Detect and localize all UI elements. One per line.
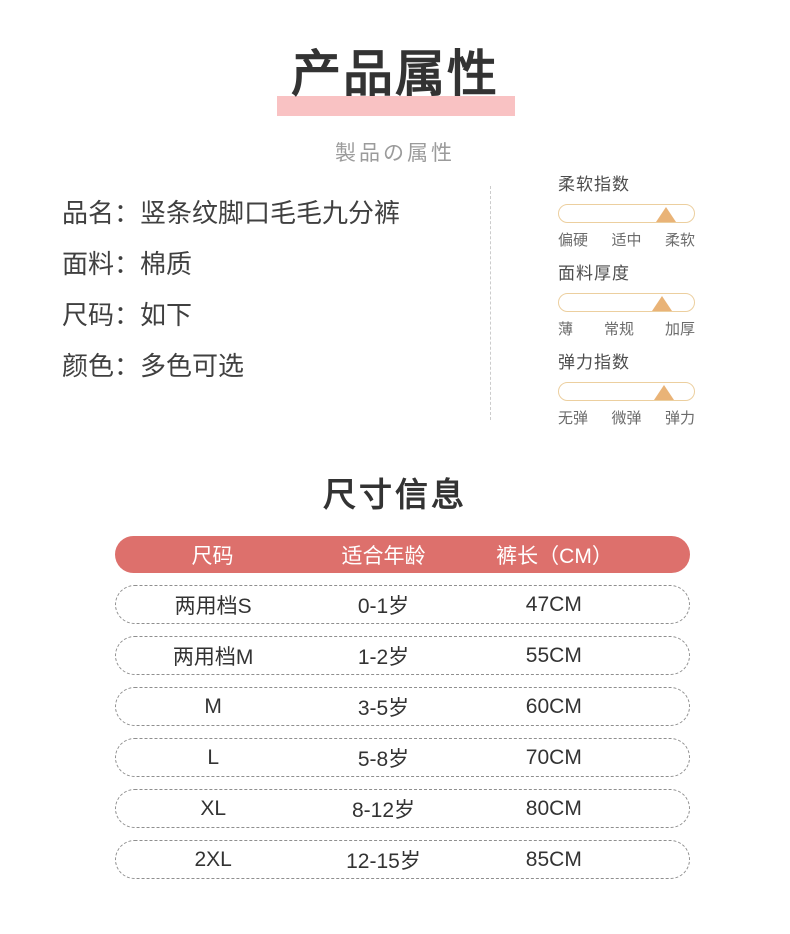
- table-row: 两用档M 1-2岁 55CM: [115, 636, 690, 675]
- tick-label: 微弹: [611, 410, 642, 427]
- slider-marker-triangle-icon: [654, 385, 675, 400]
- tick-label: 弹力: [664, 410, 695, 427]
- page-subtitle: 製品の属性: [335, 141, 455, 165]
- slider-track: [558, 382, 695, 401]
- info-label: 面料：: [62, 249, 141, 279]
- info-label: 颜色：: [62, 351, 141, 381]
- info-value: 竖条纹脚口毛毛九分裤: [140, 198, 401, 228]
- info-item-name: 品名：竖条纹脚口毛毛九分裤: [62, 196, 400, 230]
- slider-title: 弹力指数: [558, 353, 630, 372]
- info-label: 品名：: [62, 198, 141, 228]
- size-table-header-row: 尺码 适合年龄 裤长（CM）: [115, 536, 690, 573]
- slider-title: 柔软指数: [558, 175, 630, 194]
- info-label: 尺码：: [62, 300, 141, 330]
- table-row: 两用档S 0-1岁 47CM: [115, 585, 690, 624]
- info-value: 如下: [140, 300, 193, 330]
- table-row: 2XL 12-15岁 85CM: [115, 840, 690, 879]
- slider-tick-labels: 偏硬 适中 柔软: [558, 232, 695, 250]
- cell-length: 47CM: [525, 592, 582, 616]
- table-row: L 5-8岁 70CM: [115, 738, 690, 777]
- info-value: 棉质: [140, 249, 193, 279]
- attribute-sliders: 柔软指数 偏硬 适中 柔软 面料厚度 薄 常规 加厚 弹力指数: [558, 174, 695, 441]
- slider-marker-triangle-icon: [656, 207, 677, 222]
- cell-length: 60CM: [525, 694, 582, 718]
- cell-size: M: [204, 694, 222, 718]
- vertical-dashed-divider: [490, 186, 491, 420]
- tick-label: 偏硬: [558, 232, 589, 249]
- info-item-size: 尺码：如下: [62, 298, 400, 332]
- table-row: M 3-5岁 60CM: [115, 687, 690, 726]
- size-table: 尺码 适合年龄 裤长（CM） 两用档S 0-1岁 47CM 两用档M 1-2岁 …: [115, 536, 690, 891]
- cell-size: 2XL: [194, 847, 232, 871]
- header-cell-age: 适合年龄: [341, 544, 426, 568]
- table-row: XL 8-12岁 80CM: [115, 789, 690, 828]
- slider-title: 面料厚度: [558, 264, 630, 283]
- tick-label: 适中: [611, 232, 642, 249]
- tick-label: 加厚: [664, 321, 695, 338]
- cell-length: 55CM: [525, 643, 582, 667]
- cell-age: 1-2岁: [357, 645, 410, 669]
- cell-age: 3-5岁: [357, 696, 410, 720]
- cell-age: 12-15岁: [346, 849, 421, 873]
- cell-size: L: [207, 745, 219, 769]
- slider-marker-triangle-icon: [652, 296, 673, 311]
- info-item-color: 颜色：多色可选: [62, 349, 400, 383]
- slider-elasticity: 弹力指数 无弹 微弹 弹力: [558, 352, 695, 428]
- cell-length: 80CM: [525, 796, 582, 820]
- slider-track: [558, 204, 695, 223]
- page-title: 产品属性: [291, 46, 499, 102]
- cell-size: 两用档M: [172, 645, 254, 669]
- tick-label: 无弹: [558, 410, 589, 427]
- cell-size: XL: [200, 796, 226, 820]
- slider-thickness: 面料厚度 薄 常规 加厚: [558, 263, 695, 339]
- slider-track: [558, 293, 695, 312]
- title-highlight-bar: [277, 96, 515, 116]
- slider-softness: 柔软指数 偏硬 适中 柔软: [558, 174, 695, 250]
- product-info-list: 品名：竖条纹脚口毛毛九分裤 面料：棉质 尺码：如下 颜色：多色可选: [62, 196, 400, 400]
- slider-tick-labels: 薄 常规 加厚: [558, 321, 695, 339]
- cell-size: 两用档S: [174, 594, 252, 618]
- slider-tick-labels: 无弹 微弹 弹力: [558, 410, 695, 428]
- cell-age: 5-8岁: [357, 747, 410, 771]
- tick-label: 常规: [603, 321, 634, 338]
- info-value: 多色可选: [140, 351, 245, 381]
- cell-length: 85CM: [525, 847, 582, 871]
- size-section-title: 尺寸信息: [323, 476, 467, 513]
- cell-length: 70CM: [525, 745, 582, 769]
- tick-label: 柔软: [664, 232, 695, 249]
- tick-label: 薄: [558, 321, 574, 338]
- page-title-section: 产品属性: [0, 44, 790, 116]
- header-cell-length: 裤长（CM）: [496, 544, 613, 568]
- header-cell-size: 尺码: [191, 544, 234, 568]
- cell-age: 8-12岁: [351, 798, 415, 822]
- cell-age: 0-1岁: [357, 594, 410, 618]
- info-item-fabric: 面料：棉质: [62, 247, 400, 281]
